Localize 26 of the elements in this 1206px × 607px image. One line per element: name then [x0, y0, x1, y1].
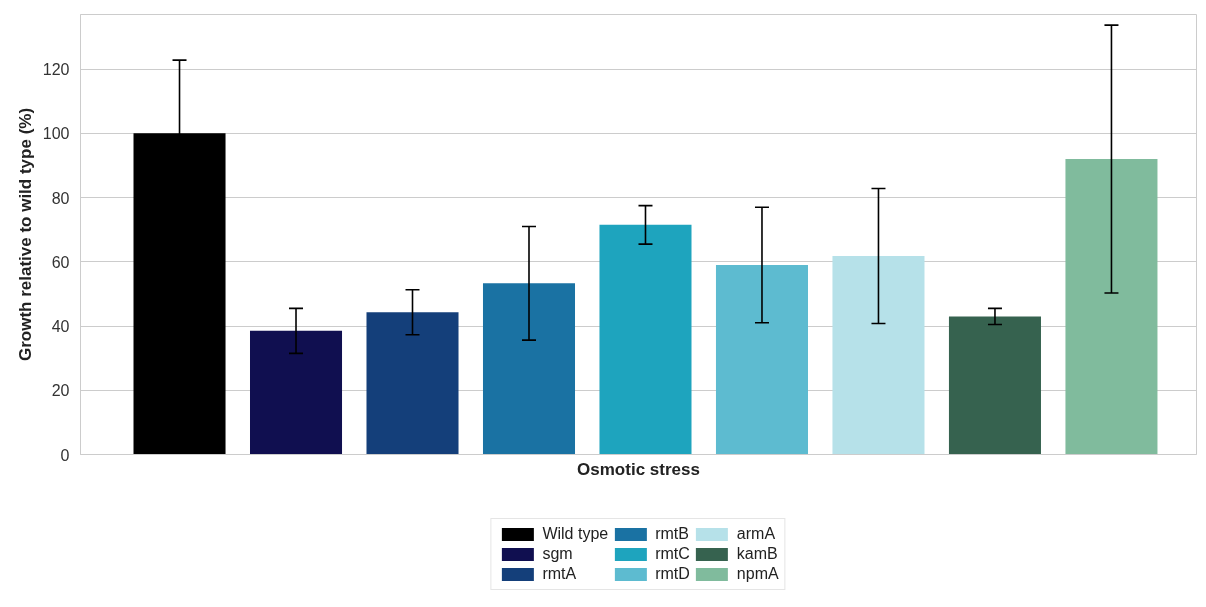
legend-label: armA — [736, 525, 776, 543]
legend-label: kamB — [736, 545, 778, 563]
y-tick-label: 40 — [51, 318, 70, 336]
y-tick-label: 20 — [51, 382, 70, 400]
y-tick-label: 80 — [51, 189, 70, 207]
bar — [715, 265, 808, 455]
y-tick-label: 0 — [60, 446, 70, 464]
x-axis-title: Osmotic stress — [577, 459, 700, 479]
bar — [1065, 159, 1158, 455]
bar — [832, 256, 925, 455]
y-tick-label: 120 — [42, 61, 70, 79]
bar — [250, 330, 343, 455]
legend-label: sgm — [542, 545, 573, 563]
legend-label: npmA — [736, 565, 779, 583]
legend-label: rmtB — [655, 525, 689, 543]
y-tick-label: 60 — [51, 253, 70, 271]
bar — [948, 316, 1041, 455]
legend-label: rmtA — [542, 565, 577, 583]
y-axis-title: Growth relative to wild type (%) — [15, 107, 35, 362]
bar — [599, 224, 692, 455]
legend-label: rmtC — [655, 545, 690, 563]
bar — [366, 312, 459, 455]
legend-label: rmtD — [655, 565, 690, 583]
bar — [482, 283, 576, 455]
y-tick-label: 100 — [42, 125, 70, 143]
legend-label: Wild type — [542, 525, 609, 543]
